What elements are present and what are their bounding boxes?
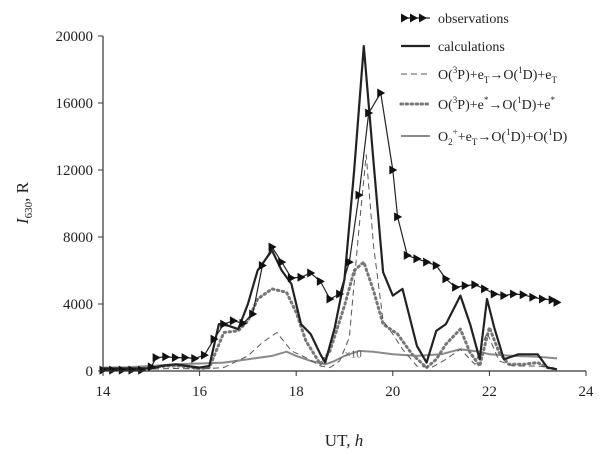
observation-marker [138, 365, 147, 375]
observation-marker [152, 353, 161, 363]
observation-marker [118, 365, 127, 375]
series-line-calculations [103, 44, 558, 371]
y-tick-label: 4000 [63, 297, 93, 313]
series-1 [103, 44, 558, 371]
x-tick-label: 14 [96, 384, 112, 400]
observation-marker [162, 352, 171, 362]
axes: 14 16 18 20 22 24 0 4000 8000 12000 16000 20000 [56, 29, 595, 400]
observation-marker [510, 289, 519, 299]
series-line-o-3p-et-o-1d-et [103, 154, 558, 370]
observation-marker [128, 365, 137, 375]
observation-marker [461, 281, 470, 291]
observation-marker [109, 365, 118, 375]
x-tick-label: 20 [385, 384, 400, 400]
x-tick-label: 16 [192, 384, 208, 400]
observation-marker [336, 289, 345, 299]
observation-marker [471, 280, 480, 290]
y-tick-label: 12000 [56, 163, 94, 179]
series-3 [101, 260, 559, 372]
x-axis-title: UT, h [325, 431, 363, 450]
observation-marker [258, 260, 267, 270]
y-ticks: 0 4000 8000 12000 16000 20000 [56, 29, 103, 380]
observation-marker [345, 257, 354, 267]
observation-marker [297, 272, 306, 282]
series-0 [99, 88, 562, 375]
observation-marker [287, 273, 296, 283]
observation-marker [377, 88, 386, 98]
y-tick-label: 0 [86, 364, 94, 380]
observation-marker [442, 274, 451, 284]
observation-marker [316, 276, 325, 286]
observation-marker [500, 291, 509, 301]
observation-marker [278, 257, 287, 267]
legend: observations calculations O(3P)+eT→O(1D)+e… [399, 12, 568, 147]
legend-label: O2++eT→O(1D)+O(1D) [438, 127, 568, 147]
observation-marker [394, 212, 403, 222]
observation-marker [529, 292, 538, 302]
observation-marker [229, 316, 238, 326]
legend-label: O(3P)+eT→O(1D)+eT [438, 65, 558, 85]
observation-marker [389, 165, 398, 175]
legend-marker [410, 13, 418, 23]
observation-marker [147, 362, 156, 372]
observation-marker [490, 289, 499, 299]
series-line-o-3p-e-o-1d-e [101, 260, 559, 372]
observation-marker [268, 242, 277, 252]
observation-marker [171, 353, 180, 363]
legend-item-observations: observations [401, 12, 509, 27]
legend-label: calculations [438, 40, 505, 55]
x-tick-label: 24 [579, 384, 595, 400]
y-tick-label: 8000 [63, 230, 93, 246]
legend-item-o-3p-et-o-1d-et: O(3P)+eT→O(1D)+eT [401, 65, 558, 85]
legend-item-calculations: calculations [401, 40, 505, 55]
legend-item-o-3p-e-o-1d-e: O(3P)+e*→O(1D)+e* [399, 95, 556, 113]
x-tick-label: 18 [289, 384, 304, 400]
y-axis-title: I630, R [13, 181, 35, 225]
observation-marker [365, 108, 374, 118]
observation-marker [191, 353, 200, 363]
observation-marker [548, 295, 557, 305]
observation-marker [210, 334, 219, 344]
observation-marker [452, 282, 461, 292]
observation-marker [220, 319, 229, 329]
x-tick-label: 22 [482, 384, 497, 400]
observation-marker [326, 294, 335, 304]
observation-marker [181, 353, 190, 363]
observation-marker [249, 309, 258, 319]
observation-marker [413, 254, 422, 264]
observation-marker [539, 294, 548, 304]
annotation-x10: ×10 [345, 348, 363, 360]
legend-marker [419, 13, 427, 23]
legend-label: observations [438, 12, 509, 27]
observation-marker [553, 297, 562, 307]
legend-marker [401, 13, 409, 23]
observation-marker [307, 268, 316, 278]
y-tick-label: 16000 [56, 96, 94, 112]
observation-marker [423, 257, 432, 267]
observation-marker [239, 318, 248, 328]
observation-marker [355, 190, 364, 200]
observation-marker [519, 290, 528, 300]
x-ticks: 14 16 18 20 22 24 [96, 371, 595, 400]
legend-item-o2-et-o-1d-o-1d: O2++eT→O(1D)+O(1D) [401, 127, 568, 147]
legend-label: O(3P)+e*→O(1D)+e* [438, 95, 556, 113]
observation-marker [200, 350, 209, 360]
series-2 [103, 154, 558, 370]
plot-area [99, 44, 562, 375]
observation-marker [432, 260, 441, 270]
observation-marker [481, 284, 490, 294]
observation-marker [403, 250, 412, 260]
y-tick-label: 20000 [56, 29, 94, 45]
